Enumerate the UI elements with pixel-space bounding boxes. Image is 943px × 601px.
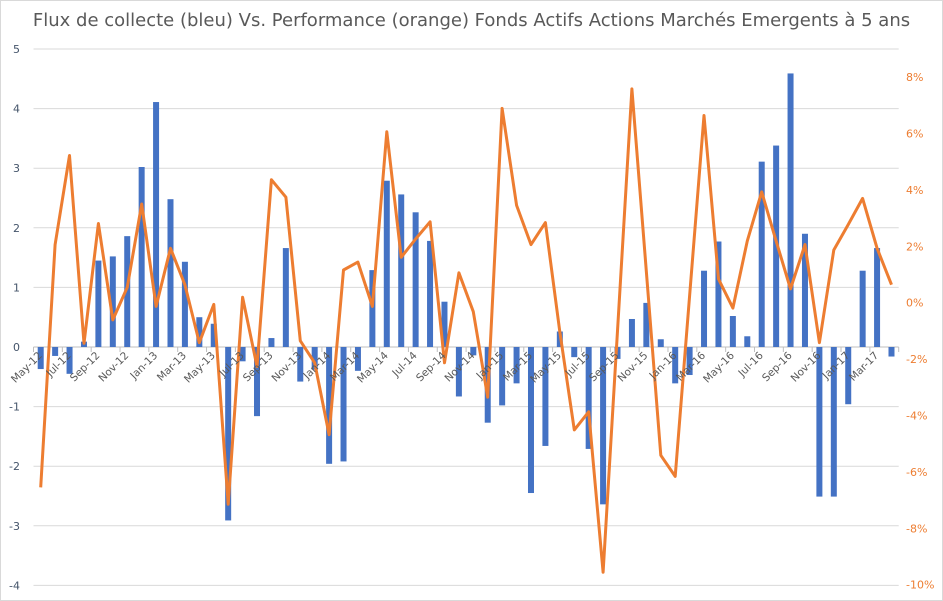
right-axis-tick-label: -8% [906, 522, 927, 535]
flux-bar [383, 180, 390, 347]
x-axis-tick-label: Mar-17 [847, 350, 881, 384]
flux-bar [455, 347, 462, 397]
flux-bar [470, 347, 477, 356]
flux-bar [888, 347, 895, 357]
flux-bar [845, 347, 852, 405]
flux-bar [542, 347, 549, 446]
flux-bar [66, 347, 73, 374]
flux-bar [657, 339, 664, 347]
flux-bar [354, 347, 361, 371]
flux-bar [239, 347, 246, 362]
right-axis-tick-label: -6% [906, 466, 927, 479]
left-axis-tick-label: -2 [9, 460, 20, 473]
flux-bar [95, 260, 102, 347]
flux-bar [181, 261, 188, 347]
flux-bar [830, 347, 837, 497]
left-axis-tick-label: -3 [9, 520, 20, 533]
flux-bar [268, 338, 275, 347]
flux-bar [369, 270, 376, 347]
x-axis-tick-label: Sep-14 [414, 349, 449, 384]
x-axis-tick-label: Sep-12 [68, 350, 103, 385]
flux-bar [701, 270, 708, 347]
flux-bar [744, 336, 751, 347]
flux-bar [210, 323, 217, 347]
right-axis-tick-label: 6% [906, 128, 923, 141]
flux-bar [527, 347, 534, 494]
left-axis-tick-label: -1 [9, 401, 20, 414]
flux-bar [124, 236, 131, 347]
x-axis-tick-label: May-13 [182, 350, 218, 386]
flux-bar [52, 347, 59, 356]
left-axis-tick-label: 4 [13, 103, 20, 116]
left-axis-tick-label: 2 [13, 222, 20, 235]
flux-bar [412, 212, 419, 347]
x-axis-tick-label: Nov-12 [96, 350, 131, 385]
chart-title: Flux de collecte (bleu) Vs. Performance … [32, 10, 911, 31]
flux-bar [109, 256, 116, 347]
x-axis-tick-label: May-16 [701, 349, 737, 385]
right-axis-tick-label: 2% [906, 240, 923, 253]
flux-bar [672, 347, 679, 384]
flux-bar [816, 347, 823, 497]
flux-bar [729, 316, 736, 347]
right-axis-tick-label: 0% [906, 297, 923, 310]
flux-bar [773, 145, 780, 347]
x-axis-tick-label: Nov-15 [616, 350, 651, 385]
flux-bar [758, 161, 765, 347]
flux-bar [499, 347, 506, 406]
flux-bar [37, 347, 44, 370]
flux-bar [686, 347, 693, 376]
right-axis-tick-label: -2% [906, 353, 927, 366]
flux-bar [571, 347, 578, 358]
flux-bar [600, 347, 607, 505]
flux-bar [441, 301, 448, 347]
right-axis-tick-label: -4% [906, 410, 927, 423]
left-axis-tick-label: -4 [9, 579, 20, 592]
flux-bar [138, 167, 145, 347]
left-axis-tick-label: 3 [13, 162, 20, 175]
flux-bar [225, 347, 232, 521]
flux-bar [859, 270, 866, 347]
flux-bar [297, 347, 304, 382]
flux-bar [585, 347, 592, 449]
flux-bar [715, 241, 722, 347]
flux-bar [153, 102, 160, 347]
flux-bar [196, 317, 203, 347]
flux-bar [874, 248, 881, 347]
flux-bar [254, 347, 261, 417]
flux-bar [801, 233, 808, 347]
flux-bar [282, 248, 289, 347]
performance-line [39, 87, 893, 574]
right-axis-tick-label: 8% [906, 71, 923, 84]
left-axis-tick-label: 1 [13, 281, 20, 294]
flux-bar [427, 240, 434, 347]
right-axis-tick-label: 4% [906, 184, 923, 197]
flux-bar [340, 347, 347, 462]
left-axis-tick-label: 0 [13, 341, 20, 354]
right-axis-tick-label: -10% [906, 579, 934, 592]
flux-bar [398, 194, 405, 347]
flux-bar [167, 199, 174, 347]
x-axis-tick-label: Jan-13 [127, 350, 160, 383]
flux-bar [628, 318, 635, 347]
left-axis-tick-label: 5 [13, 43, 20, 56]
x-axis-tick-label: Sep-16 [760, 349, 795, 384]
flux-bar [326, 347, 333, 464]
flux-bar [643, 302, 650, 347]
flux-bar [311, 347, 318, 370]
flux-bar [787, 73, 794, 347]
flux-bar [513, 347, 520, 384]
